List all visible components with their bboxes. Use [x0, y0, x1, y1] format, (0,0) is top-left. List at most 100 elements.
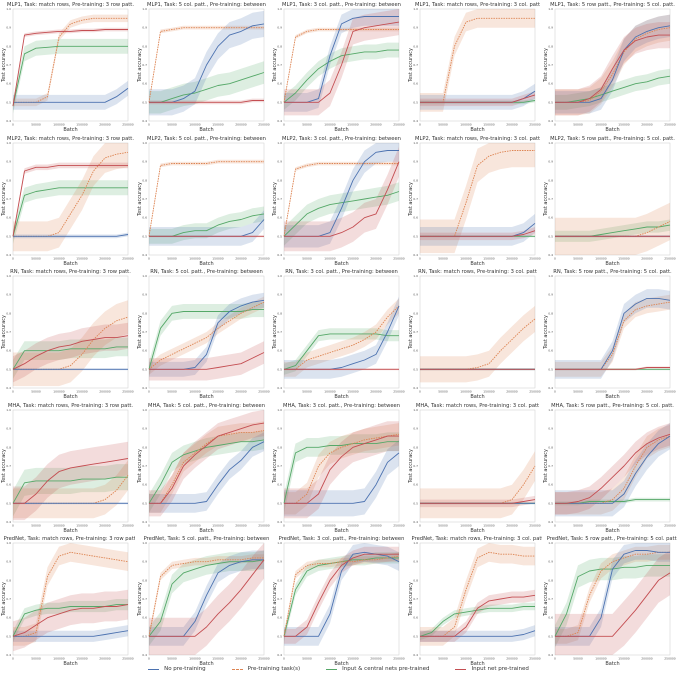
x-tick-label: 200000 — [370, 123, 382, 127]
y-axis-label: Test accuracy — [1, 315, 7, 350]
series-band — [419, 602, 535, 641]
y-tick-label: 0.9 — [142, 426, 147, 430]
series-line — [419, 606, 535, 637]
x-tick-label: 150000 — [212, 256, 224, 260]
series-band — [284, 142, 399, 247]
y-tick-label: 0.7 — [548, 63, 553, 67]
x-tick-label: 250000 — [258, 123, 270, 127]
y-tick-label: 0.4 — [413, 386, 418, 390]
x-tick-label: 0 — [554, 523, 556, 527]
subplot-svg: RN, Task: 5 col. patt., Pre-training: be… — [137, 269, 270, 400]
y-tick-label: 0.5 — [142, 234, 147, 238]
series-line — [12, 164, 128, 236]
subplot-title: PredNet, Task: 3 col. patt., Pre-trainin… — [279, 536, 405, 542]
y-tick-label: 0.8 — [548, 578, 553, 582]
subplot-title: MHA, Task: 3 col. patt., Pre-training: b… — [283, 403, 400, 409]
x-tick-label: 150000 — [618, 523, 630, 527]
plot-frame — [554, 8, 671, 122]
y-tick-label: 0.6 — [6, 215, 11, 219]
y-tick-label: 0.8 — [6, 445, 11, 449]
x-tick-label: 100000 — [53, 523, 65, 527]
y-tick-label: 0.8 — [142, 178, 147, 182]
y-tick-label: 0.7 — [277, 464, 282, 468]
subplot-title: MLP2, Task: 3 col. patt., Pre-training: … — [282, 136, 401, 142]
series-band — [284, 146, 399, 251]
y-tick-label: 0.5 — [277, 234, 282, 238]
series-line — [283, 557, 399, 637]
x-tick-label: 50000 — [573, 390, 583, 394]
x-tick-label: 200000 — [235, 657, 247, 661]
subplot-title: PredNet, Task: match rows, Pre-training:… — [4, 536, 135, 542]
y-tick-label: 1.0 — [6, 541, 11, 545]
y-tick-label: 0.6 — [142, 215, 147, 219]
subplot-title: RN, Task: match rows, Pre-training: 3 ro… — [10, 269, 131, 275]
x-tick-label: 200000 — [641, 390, 653, 394]
y-axis-label: Test accuracy — [408, 448, 414, 483]
y-tick-label: 0.5 — [6, 100, 11, 104]
y-tick-label: 1.0 — [6, 7, 11, 11]
series-line — [13, 457, 129, 504]
y-tick-label: 0.7 — [6, 330, 11, 334]
series-line — [419, 551, 535, 637]
x-tick-label: 50000 — [167, 657, 177, 661]
x-tick-label: 250000 — [529, 523, 541, 527]
x-tick-label: 100000 — [53, 390, 65, 394]
x-tick-label: 50000 — [302, 256, 312, 260]
subplot-title: MLP2, Task: 5 row patt., Pre-training: 5… — [550, 136, 675, 142]
series-band — [13, 599, 128, 642]
x-tick-label: 0 — [283, 657, 285, 661]
series-band — [419, 589, 535, 642]
y-tick-label: 0.9 — [413, 426, 418, 430]
y-tick-label: 0.9 — [548, 560, 553, 564]
series-line — [13, 17, 128, 103]
x-tick-label: 50000 — [167, 123, 177, 127]
series-band — [13, 543, 128, 646]
legend-item-input-central-pretrained: Input & central nets pre-trained — [326, 666, 429, 672]
y-tick-label: 0.9 — [413, 159, 418, 163]
legend-label: Input & central nets pre-trained — [342, 666, 430, 672]
series-band — [419, 495, 535, 507]
series-line — [284, 433, 400, 504]
x-axis-label: Batch — [605, 394, 619, 400]
x-axis-label: Batch — [470, 661, 484, 667]
series-band — [419, 98, 535, 105]
subplot-svg: MLP2, Task: 5 col. patt., Pre-training: … — [137, 136, 270, 267]
x-tick-label: 100000 — [324, 256, 336, 260]
y-tick-label: 1.0 — [413, 141, 418, 145]
y-tick-label: 0.9 — [277, 560, 282, 564]
series-band — [284, 552, 399, 641]
x-tick-label: 50000 — [31, 123, 41, 127]
y-tick-label: 1.0 — [142, 141, 147, 145]
series-line — [13, 151, 129, 237]
plot-frame — [554, 142, 671, 255]
y-tick-label: 0.9 — [277, 426, 282, 430]
series-line — [12, 604, 128, 637]
x-tick-label: 0 — [283, 256, 285, 260]
y-tick-label: 1.0 — [548, 541, 553, 545]
series-line — [284, 305, 400, 370]
y-tick-label: 0.5 — [142, 501, 147, 505]
plot-frame — [283, 8, 400, 122]
series-band — [148, 431, 264, 513]
y-tick-label: 0.6 — [6, 349, 11, 353]
series-line — [13, 316, 129, 370]
y-tick-label: 0.4 — [142, 253, 147, 257]
y-tick-label: 0.7 — [548, 330, 553, 334]
x-axis-label: Batch — [199, 127, 213, 133]
y-tick-label: 0.7 — [413, 197, 418, 201]
y-tick-label: 1.0 — [277, 541, 282, 545]
series-band — [555, 294, 670, 377]
x-tick-label: 200000 — [99, 523, 111, 527]
subplot-title: MHA, Task: match rows, Pre-training: 3 r… — [8, 403, 133, 409]
plot-frame — [419, 142, 535, 255]
plot-frame — [419, 542, 535, 656]
y-tick-label: 0.7 — [142, 63, 147, 67]
series-band — [284, 42, 399, 110]
y-tick-label: 0.5 — [548, 234, 553, 238]
x-tick-label: 150000 — [618, 390, 630, 394]
subplot-svg: MHA, Task: 5 row patt., Pre-training: 5 … — [543, 403, 676, 534]
x-tick-label: 100000 — [460, 256, 472, 260]
series-band — [284, 422, 399, 514]
y-tick-label: 0.7 — [142, 464, 147, 468]
x-tick-label: 0 — [12, 123, 14, 127]
